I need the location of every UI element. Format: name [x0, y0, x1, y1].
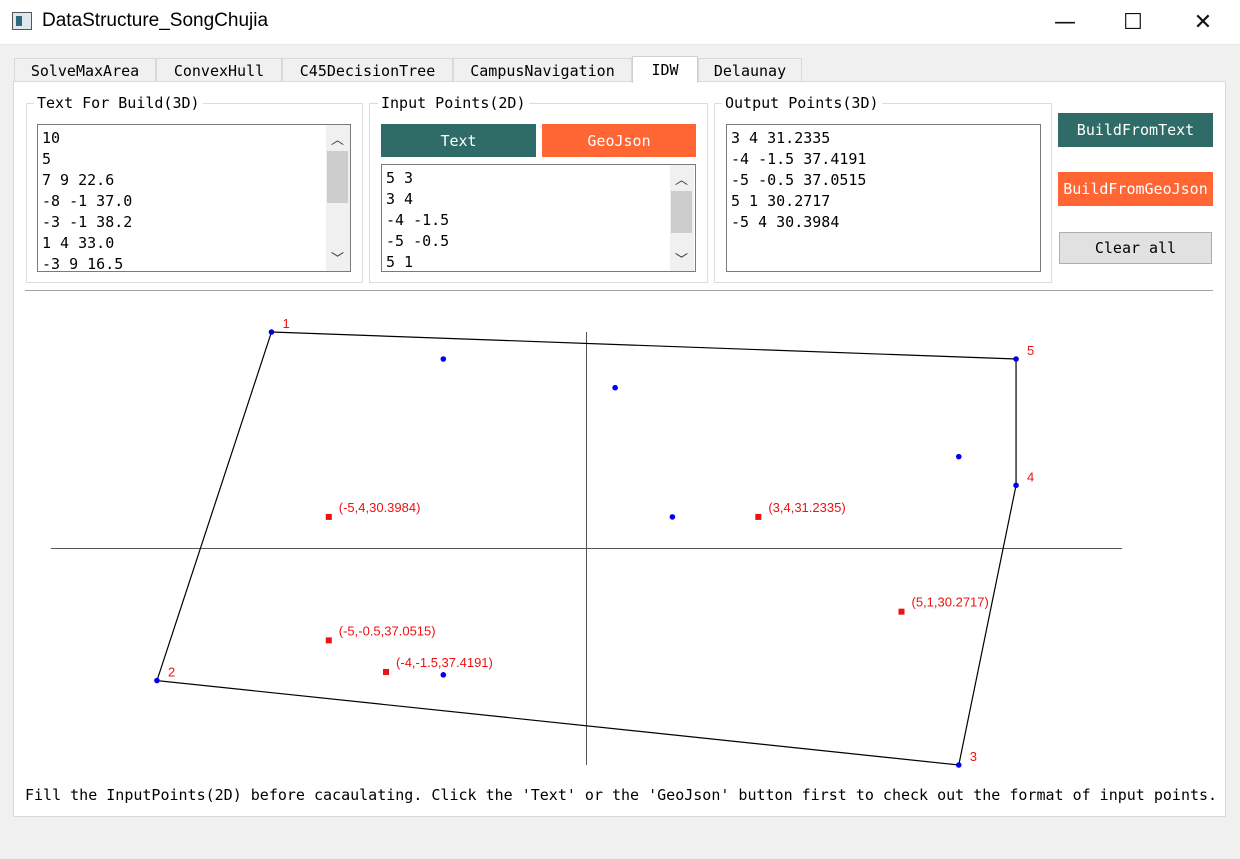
- scroll-up-icon[interactable]: ︿: [674, 172, 688, 188]
- close-button[interactable]: ✕: [1193, 10, 1213, 35]
- text-line: 7 9 22.6: [42, 171, 115, 189]
- scroll-down-icon[interactable]: ﹀: [330, 251, 344, 267]
- input-points-group: [369, 103, 708, 283]
- tab-c45decisiontree[interactable]: C45DecisionTree: [282, 58, 453, 82]
- scroll-thumb[interactable]: [327, 151, 348, 203]
- build-from-geojson-button[interactable]: BuildFromGeoJson: [1058, 172, 1213, 206]
- text-line: -4 -1.5 37.4191: [731, 150, 867, 168]
- window-title: DataStructure_SongChujia: [42, 10, 269, 31]
- text-line: -4 -1.5: [386, 211, 450, 229]
- minimize-button[interactable]: —: [1054, 10, 1076, 35]
- text-line: 5 1: [386, 253, 414, 271]
- scroll-thumb[interactable]: [671, 191, 692, 233]
- text-line: -5 -0.5 37.0515: [731, 171, 867, 189]
- text-line: 5 3: [386, 169, 414, 187]
- title-bar: DataStructure_SongChujia — ☐ ✕: [0, 0, 1240, 45]
- text-line: -3 9 16.5: [42, 255, 124, 272]
- text-line: 5 1 30.2717: [731, 192, 831, 210]
- text-line: 3 4 31.2335: [731, 129, 831, 147]
- tab-idw[interactable]: IDW: [632, 56, 698, 83]
- output-points-group-title: Output Points(3D): [722, 94, 882, 112]
- output-points-group: [714, 103, 1052, 283]
- input-points-text-area[interactable]: 5 3 3 4 -4 -1.5 -5 -0.5 5 1: [381, 164, 696, 272]
- text-line: 5: [42, 150, 52, 168]
- scroll-up-icon[interactable]: ︿: [330, 132, 344, 148]
- tab-delaunay[interactable]: Delaunay: [698, 58, 802, 82]
- clear-all-button[interactable]: Clear all: [1059, 232, 1212, 264]
- text-line: -5 -0.5: [386, 232, 450, 250]
- tab-solvemaxarea[interactable]: SolveMaxArea: [14, 58, 156, 82]
- build-text-area[interactable]: 10 5 7 9 22.6 -8 -1 37.0 -3 -1 38.2 1 4 …: [37, 124, 351, 272]
- geojson-format-button[interactable]: GeoJson: [542, 124, 696, 157]
- input-points-scrollbar[interactable]: ︿ ﹀: [670, 165, 694, 271]
- build-text-scrollbar[interactable]: ︿ ﹀: [326, 125, 350, 271]
- hint-text: Fill the InputPoints(2D) before cacaulat…: [25, 786, 1218, 804]
- text-line: -8 -1 37.0: [42, 192, 133, 210]
- tab-convexhull[interactable]: ConvexHull: [156, 58, 282, 82]
- separator-line: [25, 290, 1213, 291]
- text-line: 1 4 33.0: [42, 234, 115, 252]
- text-format-button[interactable]: Text: [381, 124, 536, 157]
- tab-campusnavigation[interactable]: CampusNavigation: [453, 58, 632, 82]
- app-icon: [12, 12, 32, 30]
- text-line: 3 4: [386, 190, 414, 208]
- text-line: -3 -1 38.2: [42, 213, 133, 231]
- input-points-group-title: Input Points(2D): [378, 94, 529, 112]
- text-line: -5 4 30.3984: [731, 213, 840, 231]
- maximize-button[interactable]: ☐: [1123, 10, 1143, 35]
- build-text-group-title: Text For Build(3D): [34, 94, 203, 112]
- output-points-text-area[interactable]: 3 4 31.2335 -4 -1.5 37.4191 -5 -0.5 37.0…: [726, 124, 1041, 272]
- scroll-down-icon[interactable]: ﹀: [674, 252, 688, 268]
- text-line: 10: [42, 129, 61, 147]
- build-from-text-button[interactable]: BuildFromText: [1058, 113, 1213, 147]
